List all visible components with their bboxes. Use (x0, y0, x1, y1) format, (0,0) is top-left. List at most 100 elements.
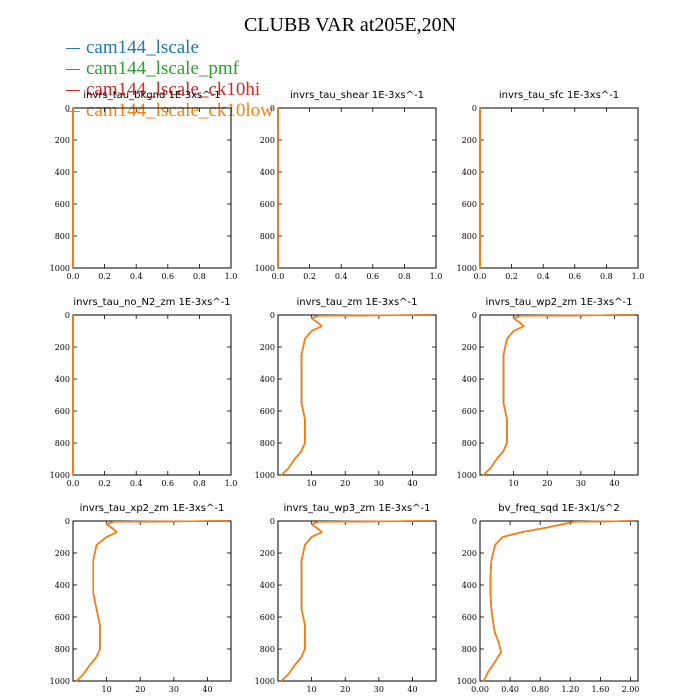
y-tick-label: 600 (260, 200, 275, 209)
y-tick-label: 200 (55, 136, 70, 145)
x-tick-label: 40 (407, 479, 417, 488)
subplot: invrs_tau_no_N2_zm 1E-3xs^-1 0.0 0.2 0.4 0.6… (50, 297, 238, 488)
y-tick-label: 800 (260, 439, 275, 448)
x-tick-label: 0.0 (67, 479, 80, 488)
y-tick-label: 200 (462, 343, 477, 352)
plot-frame (479, 520, 639, 682)
x-tick-label: 20 (340, 685, 350, 694)
x-tick-label: 0.40 (501, 685, 519, 694)
y-tick-label: 200 (260, 549, 275, 558)
subplot: invrs_tau_wp3_zm 1E-3xs^-110 20 30 40020040… (255, 503, 437, 694)
series-line (75, 520, 228, 682)
y-tick-label: 200 (462, 136, 477, 145)
y-tick-label: 800 (462, 232, 477, 241)
y-tick-label: 800 (462, 439, 477, 448)
x-tick-label: 0.6 (568, 272, 581, 281)
y-tick-label: 0 (472, 517, 477, 526)
y-tick-label: 600 (462, 407, 477, 416)
x-tick-label: 1.0 (225, 479, 238, 488)
subplot-title: invrs_tau_sfc 1E-3xs^-1 (499, 90, 619, 101)
series-line (280, 520, 433, 682)
x-tick-label: 30 (169, 685, 179, 694)
series-line (483, 520, 635, 682)
legend-label: cam144_lscale_pmf (86, 58, 240, 79)
x-tick-label: 0.2 (98, 272, 111, 281)
x-tick-label: 0.4 (130, 479, 143, 488)
subplot-title: invrs_tau_shear 1E-3xs^-1 (290, 90, 424, 101)
x-tick-label: 0.80 (531, 685, 549, 694)
legend-label: cam144_lscale (86, 37, 199, 58)
y-tick-label: 0 (472, 311, 477, 320)
series-line (483, 520, 635, 682)
legend-item: cam144_lscale_ck10hi (66, 79, 274, 100)
series-line (280, 520, 433, 682)
y-tick-label: 200 (260, 136, 275, 145)
subplot: invrs_tau_sfc 1E-3xs^-1 0.0 0.2 0.4 0.6 0.8 1.… (457, 90, 645, 281)
series-line (75, 520, 228, 682)
x-tick-label: 0.8 (193, 272, 206, 281)
y-tick-label: 800 (55, 232, 70, 241)
y-tick-label: 1000 (457, 264, 477, 273)
series-line (280, 314, 433, 476)
y-tick-label: 800 (55, 439, 70, 448)
series-line (482, 314, 635, 476)
legend-item: cam144_lscale_pmf (66, 58, 274, 79)
y-tick-label: 0 (65, 104, 70, 113)
y-tick-label: 600 (55, 407, 70, 416)
x-tick-label: 40 (202, 685, 212, 694)
y-tick-label: 0 (65, 517, 70, 526)
x-tick-label: 1.20 (561, 685, 579, 694)
subplot: invrs_tau_bkgnd 1E-3xs^-1 0.0 0.2 0.4 0.6 0.8… (50, 90, 238, 281)
x-tick-label: 20 (542, 479, 552, 488)
y-tick-label: 200 (55, 343, 70, 352)
legend: cam144_lscale cam144_lscale_pmf cam144_lsc… (66, 37, 274, 121)
y-tick-label: 600 (462, 613, 477, 622)
subplot-title: invrs_tau_wp3_zm 1E-3xs^-1 (284, 503, 431, 514)
x-tick-label: 1.0 (632, 272, 645, 281)
y-tick-label: 0 (472, 104, 477, 113)
x-tick-label: 0.6 (161, 272, 174, 281)
subplot-title: invrs_tau_xp2_zm 1E-3xs^-1 (80, 503, 225, 514)
y-tick-label: 800 (462, 645, 477, 654)
y-tick-label: 600 (260, 613, 275, 622)
plot-frame (479, 107, 639, 269)
y-tick-label: 400 (260, 375, 275, 384)
series-line (75, 520, 228, 682)
x-tick-label: 0.2 (98, 479, 111, 488)
x-tick-label: 10 (307, 479, 317, 488)
subplot: invrs_tau_zm 1E-3xs^-110 20 30 400200400600… (255, 297, 437, 488)
legend-swatch (66, 68, 80, 71)
y-tick-label: 400 (55, 168, 70, 177)
x-tick-label: 0.2 (303, 272, 316, 281)
y-tick-label: 400 (462, 168, 477, 177)
y-tick-label: 600 (55, 200, 70, 209)
y-tick-label: 1000 (255, 677, 275, 686)
legend-label: cam144_lscale_ck10hi (86, 79, 261, 100)
y-tick-label: 1000 (50, 264, 70, 273)
legend-label: cam144_lscale_ck10low (86, 100, 274, 121)
y-tick-label: 0 (270, 517, 275, 526)
x-tick-label: 1.60 (591, 685, 609, 694)
series-line (75, 520, 228, 682)
subplot: invrs_tau_xp2_zm 1E-3xs^-110 20 30 40020040… (50, 503, 232, 694)
plot-frame (72, 314, 232, 476)
y-tick-label: 1000 (255, 471, 275, 480)
y-tick-label: 600 (260, 407, 275, 416)
x-tick-label: 30 (374, 685, 384, 694)
y-tick-label: 0 (270, 104, 275, 113)
subplot-title: invrs_tau_bkgnd 1E-3xs^-1 (83, 90, 220, 101)
y-tick-label: 600 (55, 613, 70, 622)
series-line (280, 520, 433, 682)
x-tick-label: 0.8 (398, 272, 411, 281)
y-tick-label: 200 (55, 549, 70, 558)
series-line (280, 314, 433, 476)
series-line (280, 520, 433, 682)
y-tick-label: 1000 (255, 264, 275, 273)
x-tick-label: 0.8 (600, 272, 613, 281)
y-tick-label: 400 (462, 581, 477, 590)
y-tick-label: 1000 (457, 677, 477, 686)
series-line (280, 314, 433, 476)
y-tick-label: 400 (55, 375, 70, 384)
y-tick-label: 1000 (50, 677, 70, 686)
x-tick-label: 10 (509, 479, 519, 488)
